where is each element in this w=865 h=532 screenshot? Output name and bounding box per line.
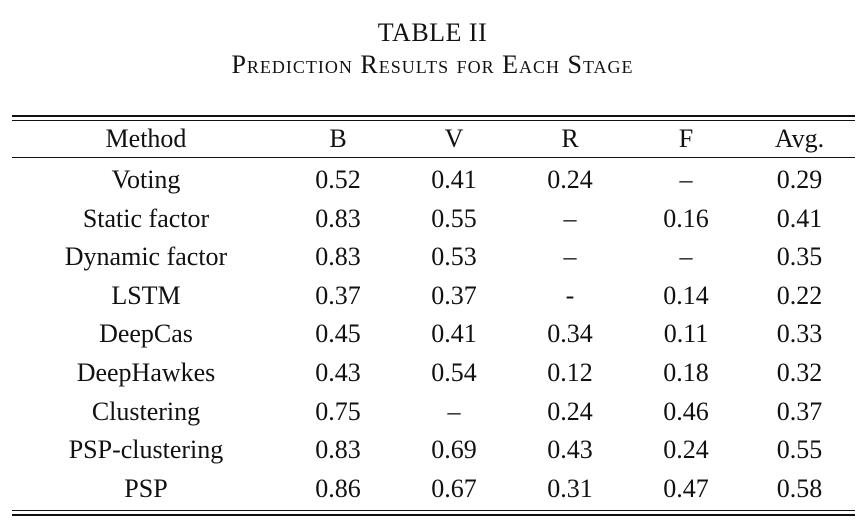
v-cell: – [447, 396, 461, 426]
table-row: PSP 0.86 0.67 0.31 0.47 0.58 [12, 470, 855, 509]
f-cell: 0.16 [663, 203, 709, 233]
results-table-header: Method B V R F Avg. [12, 121, 855, 157]
avg-cell: 0.29 [776, 165, 823, 194]
table-row: PSP-clustering 0.83 0.69 0.43 0.24 0.55 [12, 431, 855, 470]
table-row: Static factor 0.83 0.55 – 0.16 0.41 [12, 200, 855, 239]
header-rule [12, 157, 855, 158]
top-rule [12, 115, 855, 117]
header-row: Method B V R F Avg. [12, 121, 855, 157]
avg-cell: 0.35 [776, 242, 823, 272]
bottom-rule-thin [12, 510, 855, 511]
method-cell: Static factor [82, 203, 210, 233]
results-table-body: Voting 0.52 0.41 0.24 – 0.29 Static factor 0.83… [12, 161, 855, 508]
b-cell: 0.45 [315, 319, 361, 349]
r-cell: – [563, 203, 577, 233]
b-cell: 0.83 [315, 435, 361, 465]
v-cell: 0.41 [431, 319, 477, 349]
r-cell: 0.43 [547, 435, 593, 465]
r-cell: 0.12 [547, 357, 593, 387]
method-cell: DeepHawkes [76, 357, 216, 387]
column-header-method: Method [105, 124, 187, 153]
v-cell: 0.41 [431, 165, 477, 194]
column-header-avg: Avg. [774, 124, 825, 153]
r-cell: 0.31 [547, 473, 593, 503]
f-cell: 0.46 [663, 396, 709, 426]
method-cell: Voting [111, 165, 181, 194]
b-cell: 0.43 [315, 357, 361, 387]
f-cell: 0.18 [663, 357, 709, 387]
f-cell: 0.47 [663, 473, 709, 503]
v-cell: 0.37 [431, 280, 477, 310]
r-cell: 0.24 [547, 396, 593, 426]
method-cell: LSTM [111, 280, 181, 310]
v-cell: 0.67 [431, 473, 477, 503]
v-cell: 0.54 [431, 357, 477, 387]
column-header-v: V [444, 124, 464, 153]
avg-cell: 0.33 [776, 319, 823, 349]
column-header-r: R [561, 124, 579, 153]
f-cell: 0.14 [663, 280, 709, 310]
r-cell: – [563, 242, 577, 272]
f-cell: – [679, 242, 693, 272]
f-cell: – [679, 165, 693, 194]
table-row: LSTM 0.37 0.37 - 0.14 0.22 [12, 277, 855, 316]
table-row: DeepHawkes 0.43 0.54 0.12 0.18 0.32 [12, 354, 855, 393]
avg-cell: 0.37 [776, 396, 823, 426]
bottom-rule [12, 514, 855, 516]
table-row: Clustering 0.75 – 0.24 0.46 0.37 [12, 393, 855, 432]
column-header-f: F [678, 124, 694, 153]
r-cell: 0.24 [547, 165, 593, 194]
avg-cell: 0.58 [776, 473, 823, 503]
b-cell: 0.52 [315, 165, 361, 194]
b-cell: 0.37 [315, 280, 361, 310]
avg-cell: 0.41 [776, 203, 823, 233]
method-cell: Clustering [91, 396, 201, 426]
method-cell: Dynamic factor [64, 242, 228, 272]
b-cell: 0.86 [315, 473, 361, 503]
top-rule-thin [12, 120, 855, 121]
r-cell: 0.34 [547, 319, 593, 349]
avg-cell: 0.32 [776, 357, 823, 387]
method-cell: DeepCas [99, 319, 193, 349]
table-title: Prediction Results for Each Stage [231, 50, 634, 79]
avg-cell: 0.55 [776, 435, 823, 465]
b-cell: 0.75 [315, 396, 361, 426]
b-cell: 0.83 [315, 242, 361, 272]
table-row: DeepCas 0.45 0.41 0.34 0.11 0.33 [12, 315, 855, 354]
avg-cell: 0.22 [776, 280, 823, 310]
table-row: Dynamic factor 0.83 0.53 – – 0.35 [12, 238, 855, 277]
table-number: TABLE II [377, 18, 488, 47]
method-cell: PSP [124, 473, 168, 503]
v-cell: 0.53 [431, 242, 477, 272]
f-cell: 0.11 [663, 319, 709, 349]
table-row: Voting 0.52 0.41 0.24 – 0.29 [12, 161, 855, 200]
v-cell: 0.55 [431, 203, 477, 233]
column-header-b: B [329, 124, 347, 153]
f-cell: 0.24 [663, 435, 709, 465]
r-cell: - [565, 280, 575, 310]
method-cell: PSP-clustering [68, 435, 224, 465]
b-cell: 0.83 [315, 203, 361, 233]
v-cell: 0.69 [431, 435, 477, 465]
